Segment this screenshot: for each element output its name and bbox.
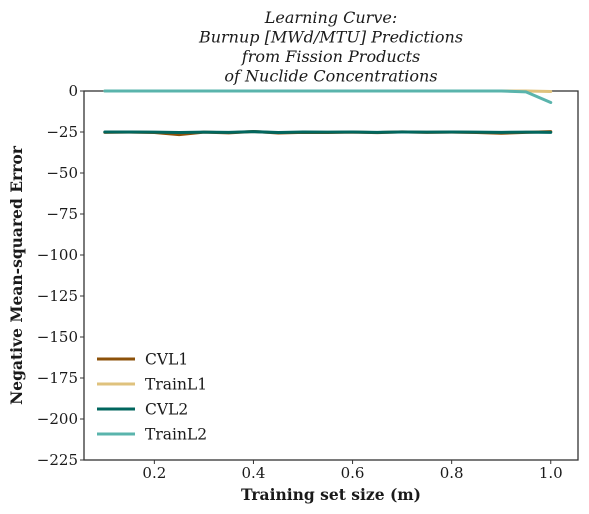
chart-title-line: of Nuclide Concentrations [224,67,437,86]
y-tick-label: −225 [37,451,78,469]
chart-title-line: Learning Curve: [264,8,397,27]
x-axis-ticks: 0.2 0.4 0.6 0.8 1.0 [142,460,563,482]
y-tick-label: −50 [46,164,78,182]
x-tick-label: 1.0 [539,464,563,482]
legend-label-cvl1: CVL1 [145,351,188,369]
y-tick-label: −200 [37,410,78,428]
x-axis-label: Training set size (m) [241,485,421,504]
chart-title-line: from Fission Products [241,47,420,66]
y-tick-label: −75 [46,205,78,223]
legend-label-cvl2: CVL2 [145,401,188,419]
series-line-trainl2 [103,89,553,104]
x-tick-label: 0.2 [142,464,166,482]
series-line-cvl2 [103,130,553,134]
y-axis-ticks: 0 −25 −50 −75 −100 −125 −150 −175 −200 −225 [37,82,84,469]
y-tick-label: 0 [68,82,78,100]
x-tick-label: 0.4 [242,464,266,482]
y-tick-label: −25 [46,123,78,141]
y-tick-label: −125 [37,287,78,305]
x-tick-label: 0.6 [341,464,365,482]
plot-area [83,90,579,461]
legend-label-trainl2: TrainL2 [145,426,207,444]
y-tick-label: −100 [37,246,78,264]
x-tick-label: 0.8 [440,464,464,482]
y-tick-label: −175 [37,369,78,387]
legend-label-trainl1: TrainL1 [145,376,207,394]
y-tick-label: −150 [37,328,78,346]
legend: CVL1 TrainL1 CVL2 TrainL2 [97,351,207,444]
chart-title-line: Burnup [MWd/MTU] Predictions [198,28,463,47]
y-axis-label: Negative Mean-squared Error [7,145,26,405]
chart-title: Learning Curve:Burnup [MWd/MTU] Predicti… [198,8,463,86]
series-lines [103,89,553,137]
